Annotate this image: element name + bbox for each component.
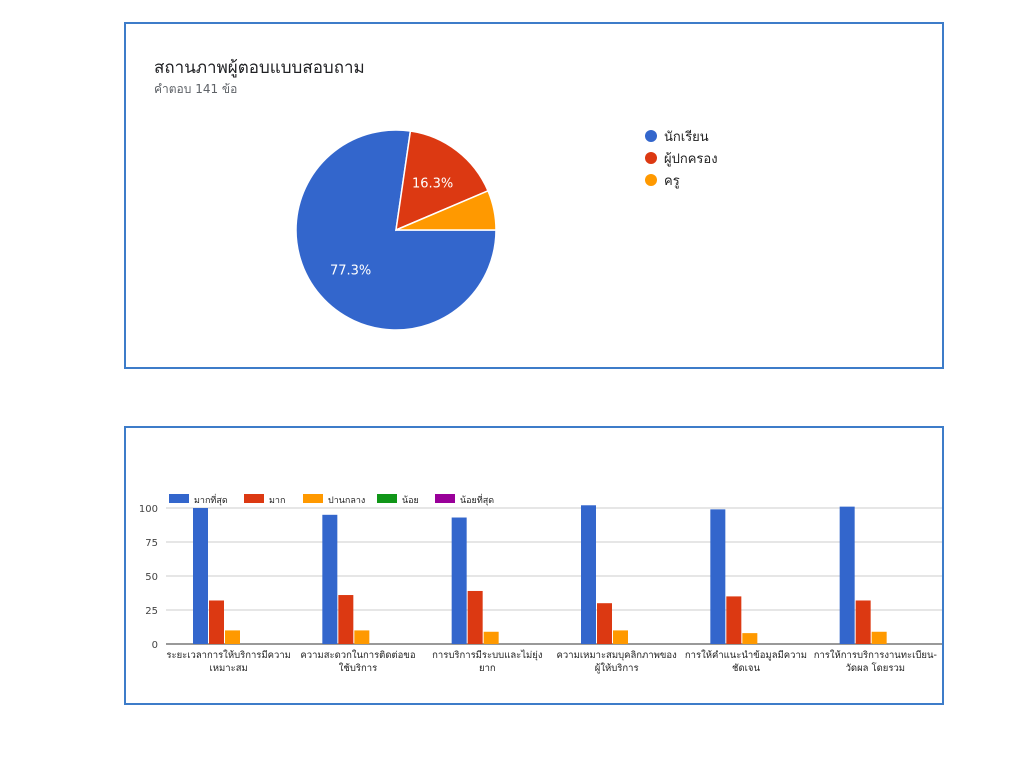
bar-4-0 xyxy=(710,509,726,644)
legend-marker-item-1 xyxy=(645,152,657,164)
bar-3-1 xyxy=(597,603,612,644)
legend-label-2: ปานกลาง xyxy=(328,496,365,506)
bar-0-1 xyxy=(209,600,224,644)
x-tick-label-5-1: วัดผล โดยรวม xyxy=(846,662,905,674)
bar-1-2 xyxy=(354,630,370,644)
bar-chart: 0 25 50 75 100 มากที่สุด มาก ปานกลาง น้อย น้อยที่… xyxy=(139,493,942,674)
legend-swatch-3 xyxy=(377,494,397,503)
bar-0-0 xyxy=(193,508,208,644)
pie-data-label-item-1: 16.3% xyxy=(412,176,453,191)
bar-0-2 xyxy=(225,630,240,644)
y-tick-label-100: 100 xyxy=(139,504,158,515)
y-tick-label-0: 0 xyxy=(152,640,158,651)
legend-marker-item-0 xyxy=(645,130,657,142)
bar-2-2 xyxy=(483,631,499,644)
x-tick-label-0-0: ระยะเวลาการให้บริการมีความ xyxy=(166,649,291,661)
bar-4-1 xyxy=(726,596,742,644)
x-tick-label-4-1: ชัดเจน xyxy=(732,663,760,674)
bar-2-1 xyxy=(467,590,483,644)
legend-swatch-1 xyxy=(244,494,264,503)
bar-4-2 xyxy=(742,633,758,644)
y-tick-label-75: 75 xyxy=(145,538,158,549)
bar-chart-card: 0 25 50 75 100 มากที่สุด มาก ปานกลาง น้อย น้อยที่… xyxy=(124,426,944,705)
legend-label-item-0: นักเรียน xyxy=(664,129,709,145)
bar-3-2 xyxy=(613,630,628,644)
bar-5-2 xyxy=(871,631,887,644)
x-tick-label-3-1: ผู้ให้บริการ xyxy=(595,662,639,674)
x-tick-label-1-0: ความสะดวกในการติดต่อขอ xyxy=(300,649,415,661)
pie-chart-subtitle: คำตอบ 141 ข้อ xyxy=(154,82,238,96)
legend-label-1: มาก xyxy=(269,496,285,506)
pie-slice-item-1 xyxy=(395,130,490,232)
legend-label-item-2: ครู xyxy=(664,174,680,189)
pie-chart-title: สถานภาพผู้ตอบแบบสอบถาม xyxy=(154,58,365,78)
x-tick-label-2-1: ยาก xyxy=(479,663,496,674)
legend-swatch-0 xyxy=(169,494,189,503)
bar-1-1 xyxy=(338,595,354,644)
pie-slice-item-2 xyxy=(395,189,497,231)
y-tick-label-50: 50 xyxy=(145,572,158,583)
x-tick-label-1-1: ใช้บริการ xyxy=(339,662,377,674)
x-tick-label-0-1: เหมาะสม xyxy=(210,663,248,674)
legend-label-4: น้อยที่สุด xyxy=(460,493,494,506)
legend-label-0: มากที่สุด xyxy=(194,493,228,506)
x-tick-label-5-0: การให้การบริการงานทะเบียน- xyxy=(814,649,937,661)
legend-label-3: น้อย xyxy=(402,495,419,506)
x-tick-label-2-0: การบริการมีระบบและไม่ยุ่ง xyxy=(432,649,542,661)
bar-2-0 xyxy=(451,517,467,644)
legend-swatch-2 xyxy=(303,494,323,503)
bar-3-0 xyxy=(581,505,596,644)
y-tick-label-25: 25 xyxy=(145,606,158,617)
x-tick-label-4-0: การให้คำแนะนำข้อมูลมีความ xyxy=(685,649,807,661)
x-tick-label-3-0: ความเหมาะสมบุคลิกภาพของ xyxy=(557,650,677,661)
legend-marker-item-2 xyxy=(645,174,657,186)
legend-label-item-1: ผู้ปกครอง xyxy=(664,152,718,167)
pie-chart-card: สถานภาพผู้ตอบแบบสอบถาม คำตอบ 141 ข้อ 77.… xyxy=(124,22,944,369)
legend-swatch-4 xyxy=(435,494,455,503)
pie-data-label-item-0: 77.3% xyxy=(330,263,371,278)
bar-5-1 xyxy=(855,600,871,644)
bar-1-0 xyxy=(322,514,338,644)
bar-5-0 xyxy=(839,506,855,644)
